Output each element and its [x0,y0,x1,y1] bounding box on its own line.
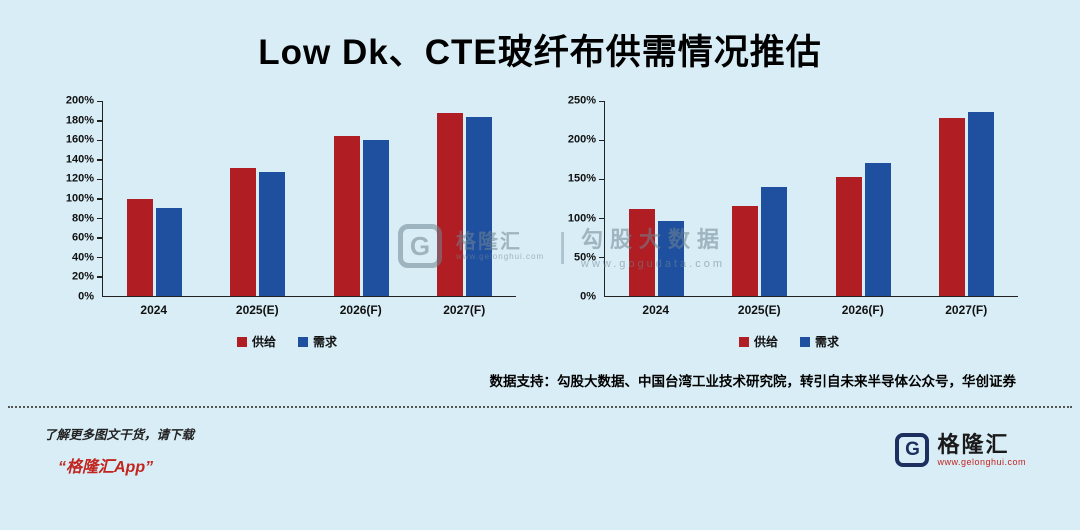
x-axis-left-chart: 2024 2025(E) 2026(F) 2027(F) [102,297,516,317]
y-tick-mark [97,237,102,239]
y-tick-mark [97,120,102,122]
y-axis-left-chart: 0% 20% 40% 60% 80% 100% 120% 140% 160% 180% 200% [58,95,102,302]
x-tick-label-2024: 2024 [642,303,670,317]
x-tick-label-2025(E): 2025(E) [737,303,781,317]
y-tick-label: 0% [580,290,596,303]
y-tick-mark [97,139,102,141]
x-tick-label-2027(F): 2027(F) [443,303,486,317]
y-tick-label: 160% [65,133,94,146]
bar-group-2027(F) [915,101,1018,296]
brand-url: www.gelonghui.com [937,456,1026,467]
legend-swatch-supply [236,336,247,347]
y-tick-mark [599,256,604,258]
y-tick-mark [97,159,102,161]
x-tick-label-2026(F): 2026(F) [841,303,884,317]
bar-group-2025(E) [206,101,309,296]
bar-supply-2026(F) [835,176,862,296]
legend-item-supply: 供给 [738,333,778,350]
promo-text: 了解更多图文干货，请下载 “格隆汇App” [44,424,194,477]
page-title: Low Dk、CTE玻纤布供需情况推估 [258,33,822,72]
bar-demand-2027(F) [465,116,492,296]
brand-name: 格隆汇 [937,432,1010,458]
promo-line1: 了解更多图文干货，请下载 [44,428,195,442]
gelonghui-logo-icon: G [895,433,930,468]
bar-group-2024 [103,101,206,296]
charts-row: 0% 20% 40% 60% 80% 100% 120% 140% 160% 180% 200% 2… [0,95,1080,350]
y-tick-label: 150% [567,172,596,185]
y-tick-label: 60% [71,231,94,244]
chart-low-dk-left: 0% 20% 40% 60% 80% 100% 120% 140% 160% 180% 200% 2… [58,95,516,350]
bar-supply-2025(E) [230,168,257,296]
bar-demand-2024 [658,221,685,296]
x-tick-label-2026(F): 2026(F) [339,303,382,317]
dotted-divider [8,406,1072,408]
legend-item-demand: 需求 [298,333,337,350]
legend-item-supply: 供给 [236,333,276,350]
y-tick-mark [97,198,102,200]
y-axis-right-chart: 0% 50% 100% 150% 200% 250% [560,95,604,302]
y-tick-label: 0% [78,290,94,303]
legend-swatch-supply [738,336,749,347]
legend-left-chart: 供给 需求 [58,333,516,350]
bar-demand-2026(F) [864,163,891,296]
y-tick-label: 180% [65,114,94,127]
y-tick-label: 40% [71,251,94,264]
legend-label-supply: 供给 [753,335,778,349]
brand-lockup: G 格隆汇 www.gelonghui.com [895,432,1026,468]
bar-supply-2027(F) [436,112,463,296]
x-tick-label-2024: 2024 [140,303,168,317]
legend-label-demand: 需求 [313,335,338,349]
bar-demand-2027(F) [967,111,994,296]
footer: 了解更多图文干货，请下载 “格隆汇App” G 格隆汇 www.gelonghu… [0,408,1080,477]
x-tick-label-2025(E): 2025(E) [235,303,279,317]
chart-low-dk-right: 0% 50% 100% 150% 200% 250% 2024 2025(E) 2026(F)… [560,95,1018,350]
y-tick-mark [97,217,102,219]
y-tick-mark [97,100,102,102]
y-tick-mark [599,178,604,180]
bar-demand-2026(F) [362,140,389,296]
y-tick-label: 80% [71,212,94,225]
y-tick-mark [97,276,102,278]
promo-line2: “格隆汇App” [58,459,154,476]
x-axis-right-chart: 2024 2025(E) 2026(F) 2027(F) [604,297,1018,317]
bar-demand-2025(E) [761,186,788,296]
y-tick-label: 250% [567,94,596,107]
legend-swatch-demand [298,336,308,347]
y-tick-label: 200% [65,94,94,107]
bar-supply-2026(F) [333,136,360,296]
legend-right-chart: 供给 需求 [560,333,1018,350]
y-tick-mark [97,178,102,180]
bar-group-2025(E) [708,101,811,296]
bar-group-2026(F) [812,101,915,296]
bar-demand-2024 [156,208,183,296]
data-source-note: 数据支持：勾股大数据、中国台湾工业技术研究院，转引自未来半导体公众号，华创证券 [489,374,1017,389]
bar-group-2026(F) [310,101,413,296]
bar-group-2027(F) [413,101,516,296]
y-tick-label: 200% [567,133,596,146]
legend-label-supply: 供给 [251,335,276,349]
plot-area-right-chart [599,100,1018,297]
y-tick-mark [599,100,604,102]
legend-item-demand: 需求 [800,333,839,350]
bar-group-2024 [605,101,708,296]
y-tick-label: 100% [65,192,94,205]
bar-supply-2024 [127,198,154,296]
bar-supply-2024 [629,208,656,296]
y-tick-mark [599,217,604,219]
y-tick-label: 100% [567,212,596,225]
y-tick-label: 50% [573,251,596,264]
y-tick-mark [599,139,604,141]
bar-supply-2025(E) [732,205,759,296]
y-tick-label: 140% [65,153,94,166]
x-tick-label-2027(F): 2027(F) [945,303,988,317]
y-tick-label: 20% [71,270,94,283]
legend-swatch-demand [800,336,810,347]
plot-area-left-chart [97,100,516,297]
bar-supply-2027(F) [938,118,965,296]
y-tick-mark [97,256,102,258]
y-tick-label: 120% [65,172,94,185]
bar-demand-2025(E) [259,172,286,296]
legend-label-demand: 需求 [815,335,840,349]
